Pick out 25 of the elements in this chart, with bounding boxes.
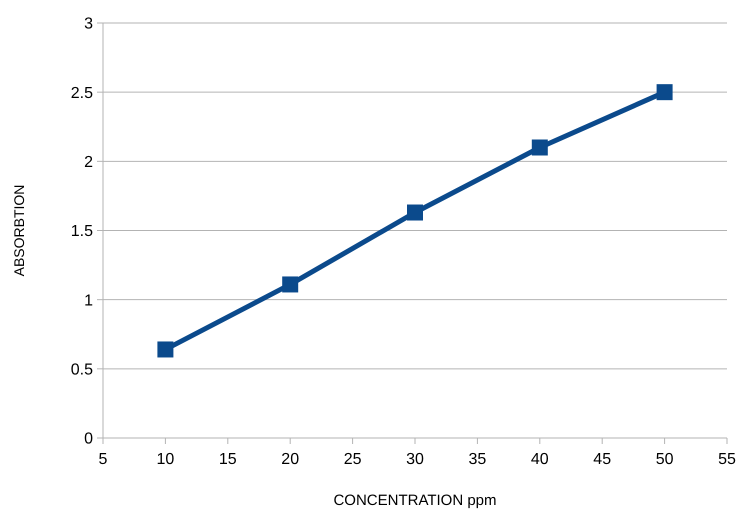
x-tick-label: 45 xyxy=(593,451,612,468)
x-tick-label: 35 xyxy=(468,451,486,468)
y-tick-label: 0.5 xyxy=(70,361,94,378)
point xyxy=(282,276,298,292)
x-tick-label: 10 xyxy=(156,451,174,468)
y-tick-label: 2 xyxy=(84,154,94,171)
point xyxy=(656,84,673,100)
y-tick-label: 1 xyxy=(84,292,94,310)
y-tick-label: 2.5 xyxy=(70,84,94,102)
x-tick-label: 30 xyxy=(406,451,424,468)
y-axis-title: ABSORBTION xyxy=(11,184,27,276)
x-tick-label: 40 xyxy=(530,451,549,468)
x-tick-label: 20 xyxy=(281,451,300,468)
point xyxy=(532,140,548,156)
x-tick-label: 50 xyxy=(656,451,674,468)
x-axis-title: CONCENTRATION ppm xyxy=(333,492,497,509)
x-tick-label: 55 xyxy=(718,451,736,468)
y-tick-label: 3 xyxy=(84,16,94,33)
y-tick-label: 1.5 xyxy=(70,223,94,240)
x-tick-label: 15 xyxy=(218,451,237,468)
x-tick-label: 5 xyxy=(98,451,108,468)
y-tick-label: 0 xyxy=(84,430,94,448)
x-tick-label: 25 xyxy=(344,451,362,468)
point xyxy=(407,204,423,221)
point xyxy=(157,341,174,358)
